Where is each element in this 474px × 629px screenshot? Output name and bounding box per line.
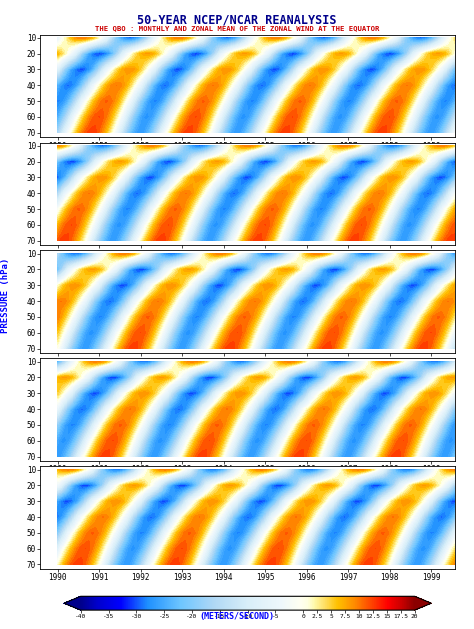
- PathPatch shape: [415, 596, 431, 610]
- Text: 50-YEAR NCEP/NCAR REANALYSIS: 50-YEAR NCEP/NCAR REANALYSIS: [137, 14, 337, 27]
- PathPatch shape: [64, 596, 81, 610]
- Text: (METERS/SECOND): (METERS/SECOND): [200, 613, 274, 621]
- Text: THE QBO : MONTHLY AND ZONAL MEAN OF THE ZONAL WIND AT THE EQUATOR: THE QBO : MONTHLY AND ZONAL MEAN OF THE …: [95, 25, 379, 31]
- Text: PRESSURE (hPa): PRESSURE (hPa): [1, 258, 10, 333]
